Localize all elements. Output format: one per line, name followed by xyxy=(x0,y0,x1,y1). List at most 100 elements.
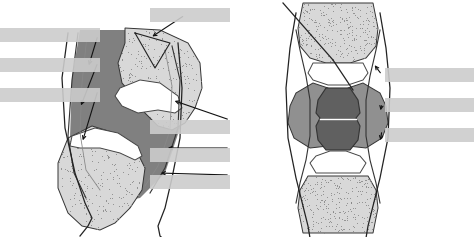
Point xyxy=(325,206,332,210)
Point xyxy=(317,230,324,233)
Bar xyxy=(0,28,100,42)
Point xyxy=(153,37,160,41)
Point xyxy=(370,200,378,203)
Point xyxy=(340,19,348,23)
Point xyxy=(66,169,74,173)
Point xyxy=(328,2,335,6)
Point xyxy=(363,32,371,36)
Point xyxy=(309,189,317,193)
Point xyxy=(174,118,182,122)
Point xyxy=(311,47,319,51)
Point xyxy=(346,25,353,29)
Point xyxy=(362,39,370,42)
Point xyxy=(88,149,96,153)
Point xyxy=(109,141,117,145)
Point xyxy=(349,55,357,58)
Point xyxy=(145,93,152,97)
Point xyxy=(345,36,352,39)
Point xyxy=(152,38,160,41)
Point xyxy=(304,189,311,192)
Point xyxy=(315,42,323,46)
Point xyxy=(170,93,177,97)
Point xyxy=(297,213,305,217)
Point xyxy=(115,149,122,153)
Point xyxy=(316,32,323,36)
Point xyxy=(336,191,343,195)
Point xyxy=(150,102,157,105)
Point xyxy=(159,31,166,35)
Point xyxy=(145,47,152,51)
Point xyxy=(92,182,100,186)
Point xyxy=(98,181,106,185)
Point xyxy=(371,194,379,198)
Point xyxy=(181,119,189,123)
Point xyxy=(336,228,343,232)
Point xyxy=(70,193,78,196)
Point xyxy=(164,124,172,128)
Point xyxy=(302,186,310,189)
Point xyxy=(97,177,105,180)
Point xyxy=(158,109,166,112)
Point xyxy=(353,194,360,198)
Point xyxy=(351,176,359,180)
Point xyxy=(324,181,332,184)
Point xyxy=(301,190,308,193)
Point xyxy=(108,162,116,166)
Point xyxy=(307,230,314,234)
Point xyxy=(185,81,193,85)
Point xyxy=(298,198,306,201)
Bar xyxy=(150,175,230,189)
Point xyxy=(67,152,74,155)
Point xyxy=(114,182,121,185)
Point xyxy=(113,173,121,177)
Point xyxy=(345,227,353,231)
Point xyxy=(367,42,374,46)
Point xyxy=(126,72,133,76)
Point xyxy=(149,101,156,105)
Point xyxy=(94,209,101,212)
Point xyxy=(311,189,319,192)
Point xyxy=(96,194,103,198)
Point xyxy=(373,19,380,23)
Point xyxy=(145,43,152,47)
Point xyxy=(326,41,334,44)
Point xyxy=(120,150,128,154)
Point xyxy=(96,130,103,133)
Point xyxy=(338,16,346,20)
Point xyxy=(63,154,71,158)
Point xyxy=(180,116,187,120)
Point xyxy=(308,190,315,194)
Point xyxy=(348,6,356,10)
Point xyxy=(68,204,76,208)
Point xyxy=(328,37,336,41)
Point xyxy=(94,182,102,185)
Point xyxy=(329,18,337,22)
Point xyxy=(347,200,355,203)
Point xyxy=(144,76,151,79)
Point xyxy=(319,35,326,39)
Point xyxy=(370,16,378,19)
Point xyxy=(348,24,356,28)
Point xyxy=(331,216,339,220)
Point xyxy=(333,222,340,226)
Point xyxy=(137,66,145,70)
Point xyxy=(337,8,345,12)
Point xyxy=(320,200,328,203)
Point xyxy=(127,192,135,196)
Point xyxy=(165,77,173,81)
Point xyxy=(160,105,168,109)
Point xyxy=(363,5,371,9)
Point xyxy=(315,34,323,38)
Point xyxy=(134,185,141,189)
Point xyxy=(356,44,364,47)
Point xyxy=(164,124,172,128)
Point xyxy=(357,192,365,196)
Point xyxy=(115,216,123,220)
Point xyxy=(314,221,322,224)
Point xyxy=(129,36,137,40)
Point xyxy=(340,227,348,231)
Point xyxy=(99,154,106,157)
Point xyxy=(182,62,190,66)
Point xyxy=(306,225,313,228)
Point xyxy=(331,183,338,187)
